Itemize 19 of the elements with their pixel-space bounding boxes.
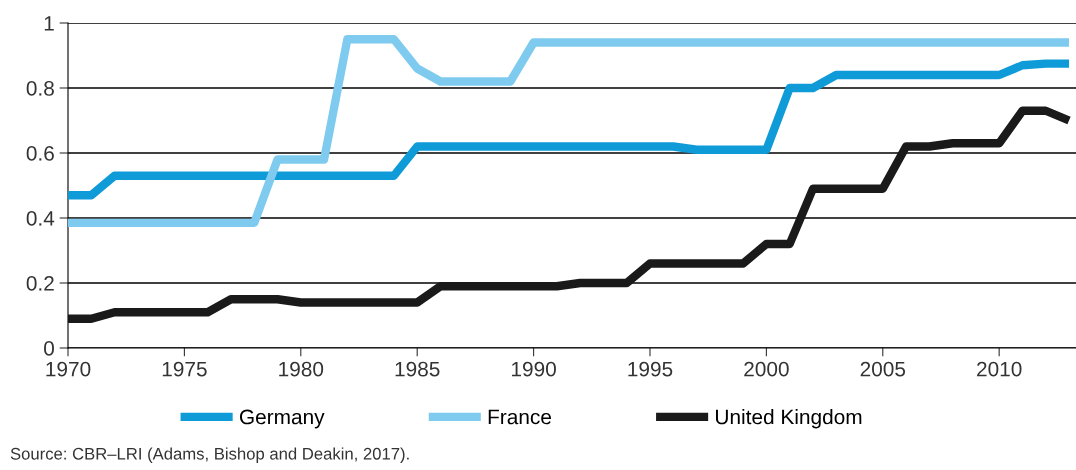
x-tick-label: 2005 — [860, 361, 906, 377]
x-tick-label: 1980 — [279, 361, 324, 377]
legend-label: France — [488, 409, 551, 425]
x-tick-label: 1975 — [162, 361, 207, 377]
y-tick-label: 1 — [44, 16, 54, 31]
source-note: Source: CBR–LRI (Adams, Bishop and Deakin, 2017). — [10, 447, 409, 463]
x-tick-label: 1995 — [628, 361, 673, 377]
x-tick-label: 1970 — [46, 361, 91, 377]
y-tick-label: 0.4 — [26, 211, 55, 226]
x-tick-label: 1985 — [395, 361, 440, 377]
y-tick-label: 0 — [44, 341, 54, 356]
y-tick-label: 0.2 — [26, 276, 54, 291]
x-tick-label: 2010 — [977, 361, 1022, 377]
y-tick-label: 0.8 — [26, 81, 54, 96]
x-tick-label: 1990 — [512, 361, 556, 377]
legend-label: United Kingdom — [716, 409, 862, 429]
x-tick-label: 2000 — [744, 361, 789, 377]
legend-label: Germany — [239, 409, 325, 429]
y-tick-label: 0.6 — [26, 146, 54, 161]
